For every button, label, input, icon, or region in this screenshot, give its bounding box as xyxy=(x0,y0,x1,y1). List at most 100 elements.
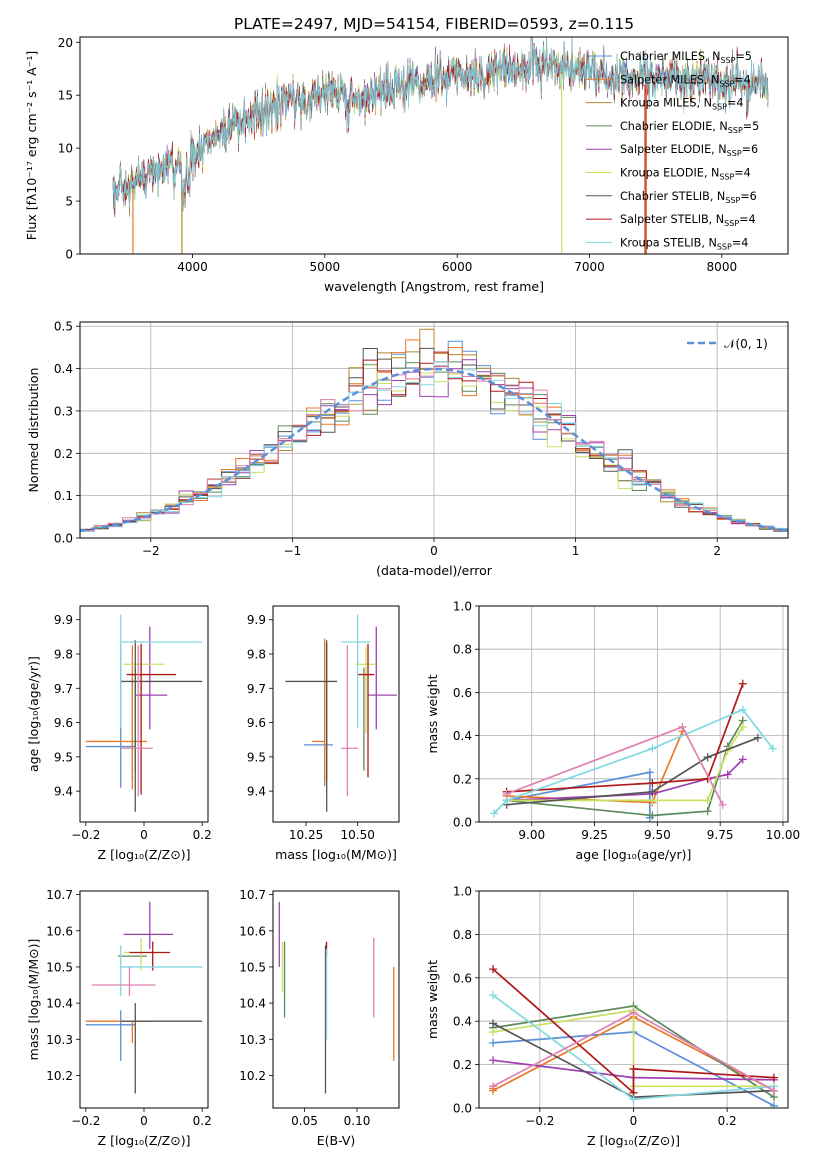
y-tick-label: 0.5 xyxy=(54,320,73,334)
weight-marker xyxy=(769,1086,778,1095)
legend-entry-tail: =6 xyxy=(742,143,759,156)
y-tick-label: 0.4 xyxy=(453,1015,472,1029)
y-tick-label: 10.2 xyxy=(46,1069,73,1083)
y-tick-label: 10.5 xyxy=(239,960,266,974)
axes-frame xyxy=(272,605,400,823)
chart-residuals: −2 −1 0 1 2 0.0 0.1 0.2 0.3 0.4 0.5 (data-model)/er… xyxy=(26,320,789,578)
axes: −0.2 0 0.2 9.4 9.5 9.6 9.7 9.8 9.9 Z [log₁₀(Z/Z⊙)… xyxy=(26,605,212,862)
x-tick-label: 6000 xyxy=(442,260,473,274)
y-tick-label: 1.0 xyxy=(453,600,472,614)
grid xyxy=(479,605,788,823)
legend-entry-tail: =5 xyxy=(743,120,760,133)
x-axis-label: Z [log₁₀(Z/Z⊙)] xyxy=(98,847,191,862)
weight-marker xyxy=(489,1056,498,1065)
weight-marker xyxy=(648,796,657,805)
y-tick-label: 10.5 xyxy=(46,960,73,974)
legend-entry-text: Kroupa ELODIE, N xyxy=(620,167,719,180)
weight-marker xyxy=(738,679,747,688)
plot-area xyxy=(80,328,788,538)
x-tick-label: 1 xyxy=(572,544,580,558)
y-tick-label: 9.8 xyxy=(54,648,73,662)
x-tick-label: 0 xyxy=(630,1114,638,1128)
weight-series xyxy=(502,716,747,820)
plot-area xyxy=(490,679,777,822)
weight-line xyxy=(492,1009,774,1088)
weight-marker xyxy=(489,1019,498,1028)
y-tick-label: 10.2 xyxy=(239,1069,266,1083)
weight-marker xyxy=(489,1082,498,1091)
weight-marker xyxy=(489,1028,498,1037)
weight-line xyxy=(492,968,775,1095)
y-tick-label: 9.9 xyxy=(247,613,266,627)
y-tick-label: 10.7 xyxy=(46,888,73,902)
y-tick-label: 0.0 xyxy=(453,1102,472,1116)
y-tick-label: 10.6 xyxy=(46,924,73,938)
weight-marker xyxy=(648,744,657,753)
y-tick-label: 10.6 xyxy=(239,924,266,938)
errorbar-point xyxy=(120,614,203,728)
x-tick-label: 10.50 xyxy=(341,828,375,842)
plot-area xyxy=(278,901,395,1094)
y-tick-label: 15 xyxy=(58,89,73,103)
figure-title: PLATE=2497, MJD=54154, FIBERID=0593, z=0… xyxy=(234,15,634,33)
y-axis-label: mass weight xyxy=(425,674,440,753)
legend-entry-sub: SSP xyxy=(724,219,739,228)
legend: Chabrier MILES, NSSP=5 Salpeter MILES, NS… xyxy=(586,50,759,251)
axes-frame xyxy=(79,890,209,1109)
axes: −0.2 0 0.2 0.0 0.2 0.4 0.6 0.8 1.0 Z [log₁₀(Z/Z⊙)… xyxy=(425,885,789,1148)
legend-entry: Kroupa STELIB, NSSP=4 xyxy=(620,236,748,251)
x-tick-label: −0.2 xyxy=(71,828,100,842)
x-axis-label: Z [log₁₀(Z/Z⊙)] xyxy=(98,1133,191,1148)
axes: 4000 5000 6000 7000 8000 0 5 10 15 20 wavelength [… xyxy=(24,36,789,294)
y-tick-label: 0.8 xyxy=(453,643,472,657)
x-tick-label: 9.75 xyxy=(707,828,734,842)
legend-entry-tail: =4 xyxy=(734,167,751,180)
weight-marker xyxy=(648,787,657,796)
gaussian-curve xyxy=(80,367,788,532)
axes-frame xyxy=(478,605,789,823)
legend-entry: Salpeter MILES, NSSP=4 xyxy=(620,73,751,88)
x-tick-label: 7000 xyxy=(574,260,605,274)
weight-marker xyxy=(718,800,727,809)
y-tick-label: 0.3 xyxy=(54,404,73,418)
errorbar-point xyxy=(120,945,203,996)
x-tick-label: 10.00 xyxy=(766,828,800,842)
axes-frame xyxy=(79,36,789,255)
y-tick-label: 9.7 xyxy=(54,682,73,696)
x-tick-label: 5000 xyxy=(310,260,341,274)
weight-marker xyxy=(703,796,712,805)
legend-entry: Salpeter STELIB, NSSP=4 xyxy=(620,213,756,228)
y-axis-label: Flux [fλ10⁻¹⁷ erg cm⁻² s⁻¹ A⁻¹] xyxy=(24,51,39,240)
y-axis-label: mass weight xyxy=(425,960,440,1039)
axes: 10.25 10.50 9.4 9.5 9.6 9.7 9.8 9.9 mass [log₁₀(… xyxy=(247,605,400,862)
y-tick-label: 0 xyxy=(65,248,73,262)
y-tick-label: 0.4 xyxy=(453,729,472,743)
legend-entry-sub: SSP xyxy=(719,79,734,88)
x-tick-label: −0.2 xyxy=(71,1114,100,1128)
chart-age_vs_Z: −0.2 0 0.2 9.4 9.5 9.6 9.7 9.8 9.9 Z [log₁₀(Z/Z⊙)… xyxy=(26,605,212,862)
weight-marker xyxy=(738,705,747,714)
weight-series xyxy=(502,722,747,805)
y-tick-label: 9.5 xyxy=(247,750,266,764)
legend-entry-tail: =6 xyxy=(740,190,757,203)
legend-entry: Chabrier MILES, NSSP=5 xyxy=(620,50,752,65)
y-tick-label: 10 xyxy=(58,142,73,156)
plot-area xyxy=(85,901,203,1094)
legend-entry-tail: =4 xyxy=(732,236,749,249)
legend-entry-text: Chabrier STELIB, N xyxy=(620,190,725,203)
spectrum-line xyxy=(112,37,769,211)
legend-entry: Salpeter ELODIE, NSSP=6 xyxy=(620,143,758,158)
weight-series xyxy=(489,1008,778,1095)
y-tick-label: 0.0 xyxy=(54,532,73,546)
weight-marker xyxy=(703,753,712,762)
x-tick-label: 9.50 xyxy=(644,828,671,842)
weight-marker xyxy=(648,779,657,788)
x-axis-label: wavelength [Angstrom, rest frame] xyxy=(324,279,544,294)
errorbar-point xyxy=(123,901,174,949)
errorbar-point xyxy=(85,643,136,788)
plot-area xyxy=(85,614,203,812)
chart-mass_weight_vs_Z: −0.2 0 0.2 0.0 0.2 0.4 0.6 0.8 1.0 Z [log₁₀(Z/Z⊙)… xyxy=(425,885,789,1148)
y-axis-label: age [log₁₀(age/yr)] xyxy=(26,656,41,772)
weight-marker xyxy=(489,965,498,974)
